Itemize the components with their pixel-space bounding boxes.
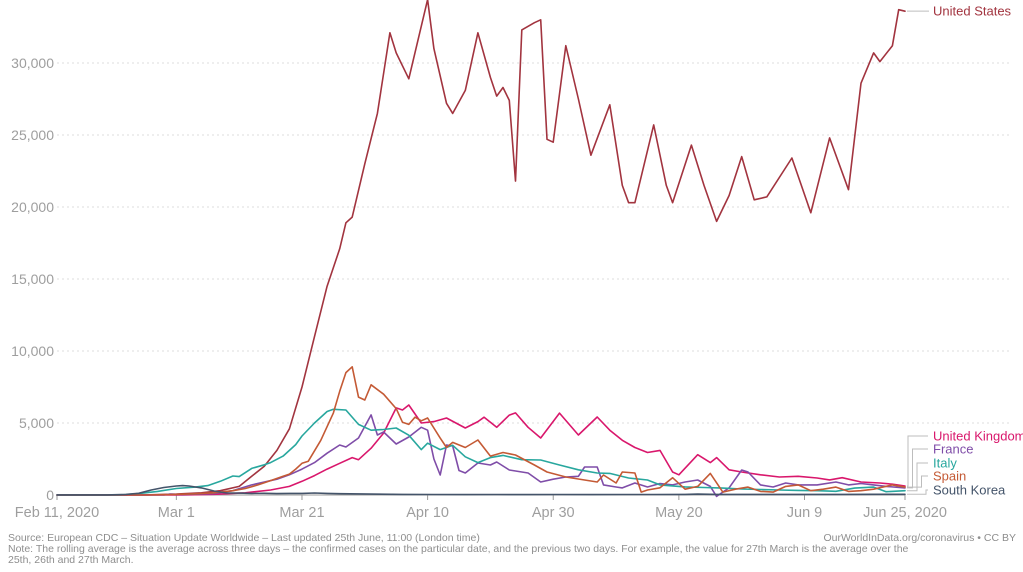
attribution-link[interactable]: OurWorldInData.org/coronavirus • CC BY bbox=[823, 532, 1016, 544]
series-line-south-korea[interactable] bbox=[56, 484, 906, 496]
source-note: Source: European CDC – Situation Update … bbox=[8, 532, 480, 544]
legend-label-spain[interactable]: Spain bbox=[933, 469, 966, 484]
legend-connector bbox=[907, 462, 928, 492]
x-axis-tick-label: Jun 9 bbox=[787, 505, 822, 521]
series-line-spain[interactable] bbox=[56, 365, 906, 496]
series-line-united-kingdom[interactable] bbox=[56, 404, 906, 496]
y-axis-tick-label: 20,000 bbox=[11, 199, 54, 215]
legend-label-france[interactable]: France bbox=[933, 442, 973, 457]
series-line-france[interactable] bbox=[56, 414, 906, 498]
owid-line-chart: 0 5,000 10,000 15,000 20,000 25,000 30,000 Feb … bbox=[11, 0, 1023, 521]
legend-connector bbox=[907, 475, 928, 488]
x-axis-tick-label: Mar 1 bbox=[158, 505, 195, 521]
series-line-italy[interactable] bbox=[56, 408, 906, 496]
legend-connector bbox=[907, 448, 928, 489]
y-axis-tick-label: 5,000 bbox=[19, 415, 54, 431]
x-axis-tick-label: Feb 11, 2020 bbox=[15, 505, 99, 521]
y-axis-tick-label: 25,000 bbox=[11, 127, 54, 143]
legend-label-united-kingdom[interactable]: United Kingdom bbox=[933, 429, 1023, 444]
chart-plot-area: 0 5,000 10,000 15,000 20,000 25,000 30,000 Feb … bbox=[11, 0, 1023, 521]
y-axis-tick-label: 30,000 bbox=[11, 55, 54, 71]
series-line-united-states[interactable] bbox=[56, 0, 906, 496]
x-axis-tick-label: Apr 10 bbox=[406, 505, 449, 521]
legend-connector bbox=[907, 435, 928, 487]
legend-label-united-states[interactable]: United States bbox=[933, 4, 1012, 19]
legend-connector bbox=[907, 489, 928, 495]
y-axis-tick-label: 15,000 bbox=[11, 271, 54, 287]
legend-label-italy[interactable]: Italy bbox=[933, 456, 957, 471]
x-axis-tick-label: May 20 bbox=[655, 505, 703, 521]
x-axis-tick-label: Apr 30 bbox=[532, 505, 575, 521]
y-axis-tick-label: 10,000 bbox=[11, 343, 54, 359]
x-axis-tick-label: Jun 25, 2020 bbox=[863, 505, 947, 521]
legend-label-south-korea[interactable]: South Korea bbox=[933, 483, 1006, 498]
y-axis-tick-label: 0 bbox=[46, 487, 54, 503]
x-axis-tick-label: Mar 21 bbox=[279, 505, 324, 521]
methodology-note: Note: The rolling average is the average… bbox=[8, 543, 909, 566]
